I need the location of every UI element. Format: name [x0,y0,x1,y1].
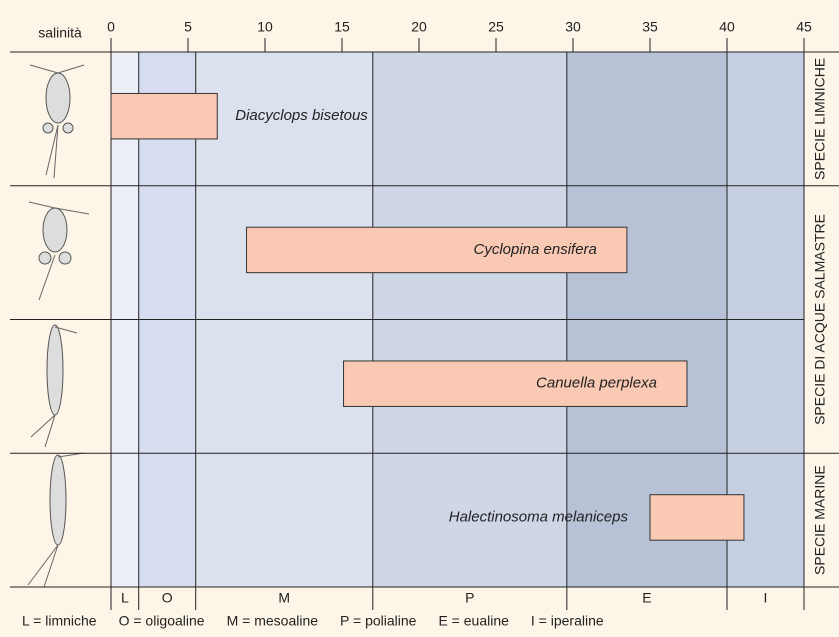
zone-legend: O = oligoaline [119,613,205,629]
range-bar [650,495,744,540]
species-label: Canuella perplexa [536,375,657,392]
species-label: Diacyclops bisetous [235,107,368,124]
x-tick-label: 0 [107,19,115,35]
zone-legend: P = polialine [340,613,417,629]
x-tick-label: 40 [719,19,735,35]
zone-legend: M = mesoaline [227,613,319,629]
zone-code: L [121,590,129,606]
page: salinità L O M P E I L = limniche O = oligoalin… [0,0,839,637]
x-tick-label: 20 [411,19,427,35]
x-tick-label: 15 [334,19,350,35]
group-label: SPECIE DI ACQUE SALMASTRE [812,214,828,425]
x-tick-label: 45 [796,19,812,35]
x-tick-label: 25 [488,19,504,35]
range-bar [111,93,217,138]
x-tick-label: 35 [642,19,658,35]
chart: salinità L O M P E I L = limniche O = oligoalin… [0,0,839,637]
zone-code: O [162,590,173,606]
zone-code: P [465,590,474,606]
zone-code: E [642,590,651,606]
species-label: Cyclopina ensifera [473,241,596,258]
group-label: SPECIE LIMNICHE [812,58,828,180]
axis-label: salinità [38,25,82,41]
zone-legend: L = limniche [22,613,97,629]
zone-code: I [764,590,768,606]
group-label: SPECIE MARINE [812,465,828,575]
x-tick-label: 10 [257,19,273,35]
zone-code: M [278,590,290,606]
zone-legend: I = iperaline [531,613,604,629]
x-tick-label: 5 [184,19,192,35]
x-tick-label: 30 [565,19,581,35]
species-label: Halectinosoma melaniceps [449,508,629,525]
zone-legend: E = eualine [438,613,509,629]
